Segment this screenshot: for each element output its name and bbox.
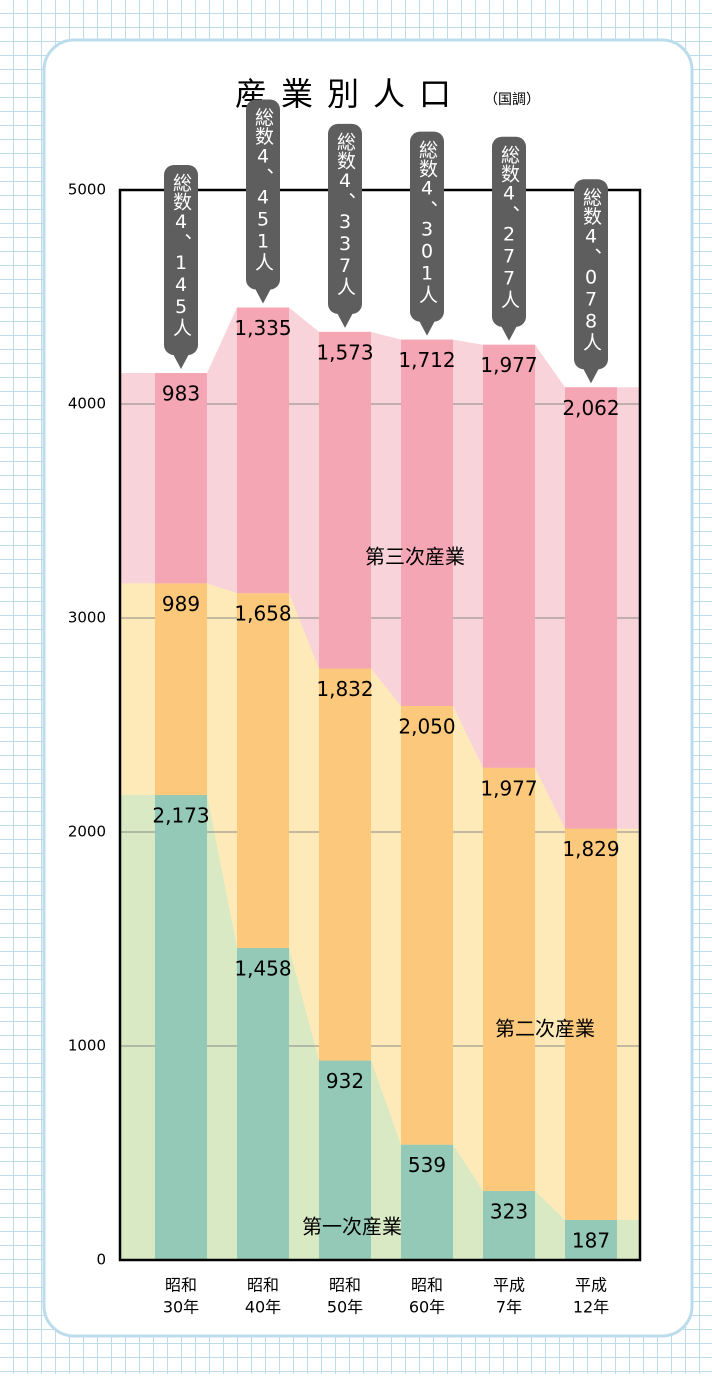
bar xyxy=(565,1219,617,1260)
total-callout xyxy=(574,179,608,370)
bar xyxy=(237,593,289,948)
x-tick-label: 12年 xyxy=(573,1298,609,1317)
bar xyxy=(237,947,289,1260)
series-label: 第一次産業 xyxy=(302,1215,402,1239)
total-callout xyxy=(492,136,526,327)
value-label: 932 xyxy=(326,1069,364,1093)
y-tick-label: 2000 xyxy=(68,823,106,841)
x-tick-label: 昭和 xyxy=(329,1276,361,1295)
total-pointer xyxy=(501,325,517,341)
total-pointer xyxy=(583,368,599,384)
total-label: 総数4、145人 xyxy=(170,173,192,337)
value-label: 1,977 xyxy=(480,776,537,800)
total-label: 総数4、277人 xyxy=(498,144,520,308)
total-label: 総数4、301人 xyxy=(416,139,438,303)
y-tick-label: 0 xyxy=(96,1251,106,1269)
value-label: 1,832 xyxy=(316,677,373,701)
value-label: 1,573 xyxy=(316,340,373,364)
bar xyxy=(319,331,371,669)
series-label: 第三次産業 xyxy=(365,545,465,569)
value-label: 1,458 xyxy=(234,956,291,980)
y-tick-label: 5000 xyxy=(68,181,106,199)
total-label: 総数4、451人 xyxy=(252,107,274,271)
total-pointer xyxy=(173,353,189,369)
total-callout xyxy=(410,131,444,322)
x-tick-label: 40年 xyxy=(245,1298,281,1317)
bar xyxy=(483,344,535,768)
total-pointer xyxy=(419,320,435,336)
value-label: 187 xyxy=(572,1228,610,1252)
x-tick-label: 50年 xyxy=(327,1298,363,1317)
bar xyxy=(319,668,371,1061)
x-tick-label: 平成 xyxy=(493,1276,525,1295)
value-label: 323 xyxy=(490,1199,528,1223)
value-label: 1,712 xyxy=(398,348,455,372)
plot: 0 1000 2000 3000 4000 5000 2,173 1,458 932 539 323… xyxy=(68,99,642,1317)
x-tick-label: 30年 xyxy=(163,1298,199,1317)
x-tick-label: 7年 xyxy=(496,1298,522,1317)
bar xyxy=(237,307,289,594)
y-tick-label: 3000 xyxy=(68,609,106,627)
total-callout xyxy=(328,123,362,314)
bar xyxy=(565,387,617,829)
bar xyxy=(565,828,617,1220)
y-tick-label: 4000 xyxy=(68,395,106,413)
x-tick-label: 昭和 xyxy=(411,1276,443,1295)
value-label: 539 xyxy=(408,1153,446,1177)
bar xyxy=(155,372,207,584)
plot-frame xyxy=(118,188,642,1262)
bar xyxy=(401,1144,453,1260)
total-label: 総数4、337人 xyxy=(334,132,356,296)
x-tick-label: 昭和 xyxy=(247,1276,279,1295)
series-label: 第二次産業 xyxy=(495,1017,595,1041)
x-tick-label: 60年 xyxy=(409,1298,445,1317)
total-pointer xyxy=(337,312,353,328)
bar xyxy=(483,767,535,1191)
value-label: 983 xyxy=(162,381,200,405)
bar xyxy=(401,339,453,706)
total-label: 総数4、078人 xyxy=(580,187,602,351)
value-label: 989 xyxy=(162,592,200,616)
bar xyxy=(155,794,207,1260)
value-label: 1,977 xyxy=(480,353,537,377)
bar xyxy=(319,1060,371,1260)
y-tick-label: 1000 xyxy=(68,1037,106,1055)
value-label: 2,173 xyxy=(152,803,209,827)
value-label: 1,658 xyxy=(234,602,291,626)
value-label: 1,829 xyxy=(562,837,619,861)
value-label: 1,335 xyxy=(234,316,291,340)
bar xyxy=(483,1190,535,1260)
total-callout xyxy=(164,164,198,355)
x-tick-label: 平成 xyxy=(575,1276,607,1295)
bar xyxy=(401,705,453,1145)
total-pointer xyxy=(255,288,271,304)
value-label: 2,062 xyxy=(562,396,619,420)
bar xyxy=(155,583,207,795)
x-tick-label: 昭和 xyxy=(165,1276,197,1295)
total-callout xyxy=(246,99,280,290)
chart-subtitle: （国調） xyxy=(484,92,540,108)
value-label: 2,050 xyxy=(398,714,455,738)
